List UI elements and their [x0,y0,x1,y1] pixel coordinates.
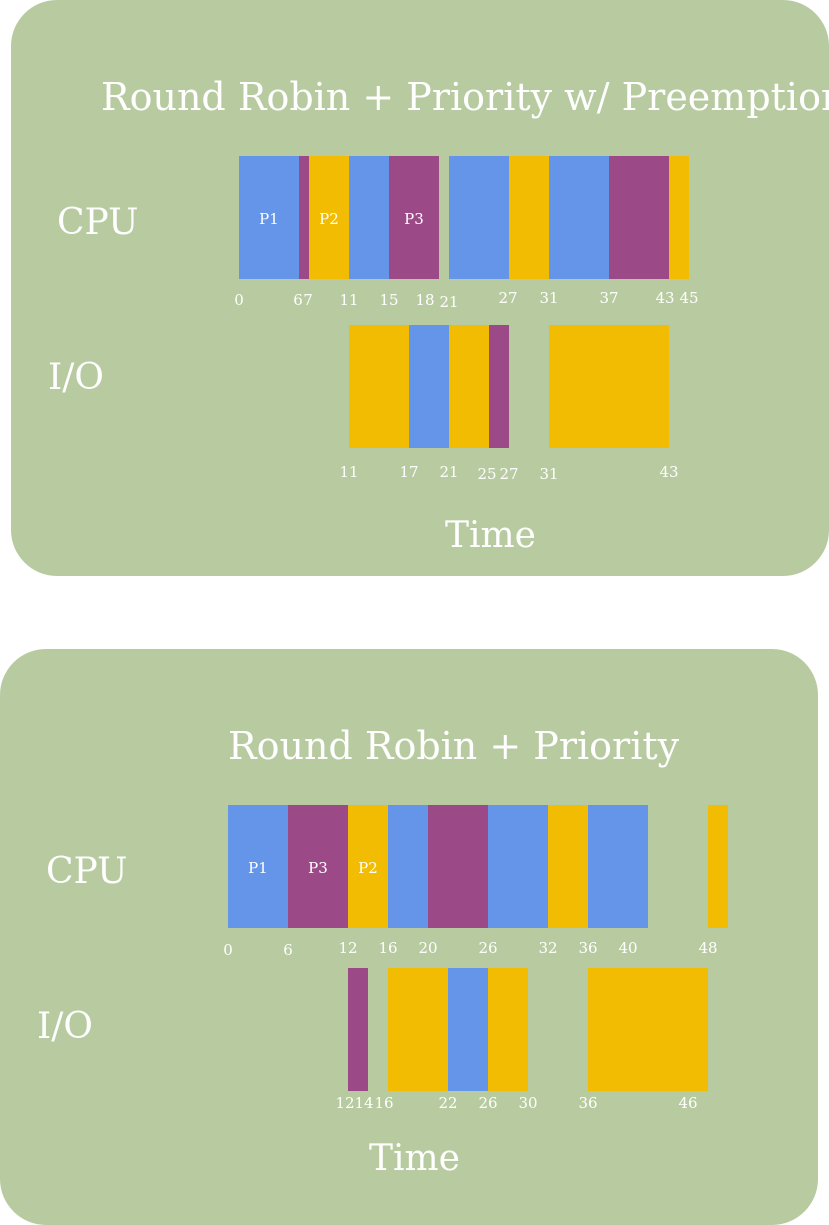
diagram-panel-preemption: Round Robin + Priority w/ Preemption CPU… [11,0,829,576]
io-segment-p3 [489,325,509,448]
diagram-title: Round Robin + Priority [228,724,680,768]
cpu-tick-label: 6 [293,291,303,309]
cpu-segment-p2 [309,156,349,279]
cpu-segment-p3 [609,156,669,279]
cpu-segment-p1 [388,805,428,928]
cpu-tick-label: 6 [283,941,293,959]
io-tick-label: 43 [659,463,679,481]
cpu-tick-label: 32 [538,939,558,957]
diagram-title: Round Robin + Priority w/ Preemption [101,75,829,119]
cpu-tick-label: 20 [418,939,438,957]
io-segment-p1 [448,968,488,1091]
io-segment-p2 [388,968,448,1091]
io-segment-p1 [409,325,449,448]
cpu-tick-label: 0 [234,291,244,309]
io-tick-label: 25 [477,465,497,483]
cpu-segment-p2 [548,805,588,928]
cpu-tick-label: 48 [698,939,718,957]
io-tick-label: 12 [335,1094,355,1112]
cpu-tick-label: 16 [378,939,398,957]
cpu-tick-label: 7 [303,291,313,309]
io-tick-label: 27 [499,465,519,483]
cpu-segment-p1 [588,805,648,928]
io-tick-label: 26 [478,1094,498,1112]
cpu-segment-p3 [389,156,439,279]
io-tick-label: 21 [439,463,459,481]
io-segment-p2 [488,968,528,1091]
cpu-segment-p3 [299,156,309,279]
io-tick-label: 16 [374,1094,394,1112]
io-segment-p2 [449,325,489,448]
cpu-segment-label: P3 [404,209,424,228]
io-tick-label: 22 [438,1094,458,1112]
cpu-segment-label: P2 [319,209,339,228]
cpu-tick-label: 26 [478,939,498,957]
cpu-segment-p3 [428,805,488,928]
io-tick-label: 36 [578,1094,598,1112]
cpu-segment-p1 [549,156,609,279]
cpu-segment-p2 [669,156,689,279]
time-axis-label: Time [445,515,536,556]
io-segment-p2 [549,325,669,448]
io-tick-label: 31 [539,465,559,483]
io-row-label: I/O [37,1006,93,1047]
cpu-segment-p2 [509,156,549,279]
cpu-tick-label: 31 [539,289,559,307]
cpu-segment-p1 [239,156,299,279]
cpu-segment-label: P1 [248,858,268,877]
cpu-tick-label: 0 [223,941,233,959]
io-segment-p3 [348,968,368,1091]
cpu-segment-p1 [349,156,389,279]
diagram-panel-no-preemption: Round Robin + Priority CPU I/O Time P1 P3… [0,649,818,1225]
cpu-tick-label: 45 [679,289,699,307]
io-tick-label: 14 [354,1094,374,1112]
cpu-tick-label: 27 [498,289,518,307]
cpu-segment-p2 [708,805,728,928]
cpu-tick-label: 11 [339,291,359,309]
cpu-tick-label: 12 [338,939,358,957]
cpu-segment-p1 [488,805,548,928]
cpu-row-label: CPU [46,851,128,892]
cpu-segment-label: P3 [308,858,328,877]
cpu-segment-label: P1 [259,209,279,228]
io-row-label: I/O [48,357,104,398]
io-segment-p2 [588,968,708,1091]
cpu-segment-label: P2 [358,858,378,877]
io-tick-label: 46 [678,1094,698,1112]
cpu-tick-label: 15 [379,291,399,309]
cpu-segment-p2 [348,805,388,928]
cpu-tick-label: 18 [415,291,435,309]
cpu-segment-p3 [288,805,348,928]
cpu-tick-label: 36 [578,939,598,957]
time-axis-label: Time [369,1138,460,1179]
io-tick-label: 30 [518,1094,538,1112]
cpu-tick-label: 43 [655,289,675,307]
io-tick-label: 11 [339,463,359,481]
cpu-segment-p1 [449,156,509,279]
cpu-tick-label: 40 [618,939,638,957]
cpu-row-label: CPU [57,202,139,243]
cpu-tick-label: 21 [439,293,459,311]
io-segment-p2 [349,325,409,448]
cpu-tick-label: 37 [599,289,619,307]
cpu-segment-p1 [228,805,288,928]
io-tick-label: 17 [399,463,419,481]
